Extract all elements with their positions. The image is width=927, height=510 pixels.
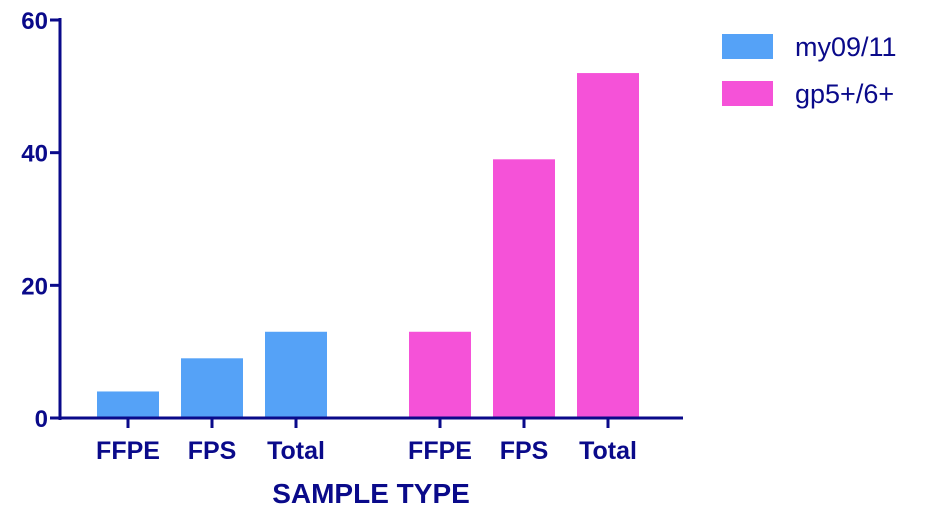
legend-swatch bbox=[722, 34, 773, 59]
legend: my09/11 gp5+/6+ bbox=[722, 32, 897, 109]
x-tick-label: FFPE bbox=[408, 437, 472, 465]
labels-layer: FFPE FPS Total FFPE FPS Total 0 20 40 60 bbox=[21, 8, 637, 465]
bar-gp5-6--total bbox=[577, 73, 639, 419]
y-tick-label: 0 bbox=[35, 406, 48, 433]
axes-layer bbox=[50, 18, 683, 428]
y-tick-label: 60 bbox=[21, 8, 48, 35]
legend-swatch bbox=[722, 81, 773, 106]
bar-gp5-6--fps bbox=[493, 159, 555, 419]
y-tick-label: 20 bbox=[21, 273, 48, 300]
bar-my09-11-fps bbox=[181, 358, 243, 418]
legend-label: my09/11 bbox=[795, 32, 897, 62]
x-tick-label: Total bbox=[267, 437, 325, 465]
bars-layer bbox=[97, 73, 639, 419]
x-axis-title: SAMPLE TYPE bbox=[272, 478, 470, 509]
x-tick-label: FFPE bbox=[96, 437, 160, 465]
x-tick-label: FPS bbox=[500, 437, 549, 465]
bar-my09-11-ffpe bbox=[97, 391, 159, 418]
bar-my09-11-total bbox=[265, 331, 327, 418]
x-tick-label: FPS bbox=[188, 437, 237, 465]
legend-label: gp5+/6+ bbox=[795, 79, 894, 109]
bar-gp5-6--ffpe bbox=[409, 331, 471, 418]
y-tick-label: 40 bbox=[21, 141, 48, 168]
x-tick-label: Total bbox=[579, 437, 637, 465]
